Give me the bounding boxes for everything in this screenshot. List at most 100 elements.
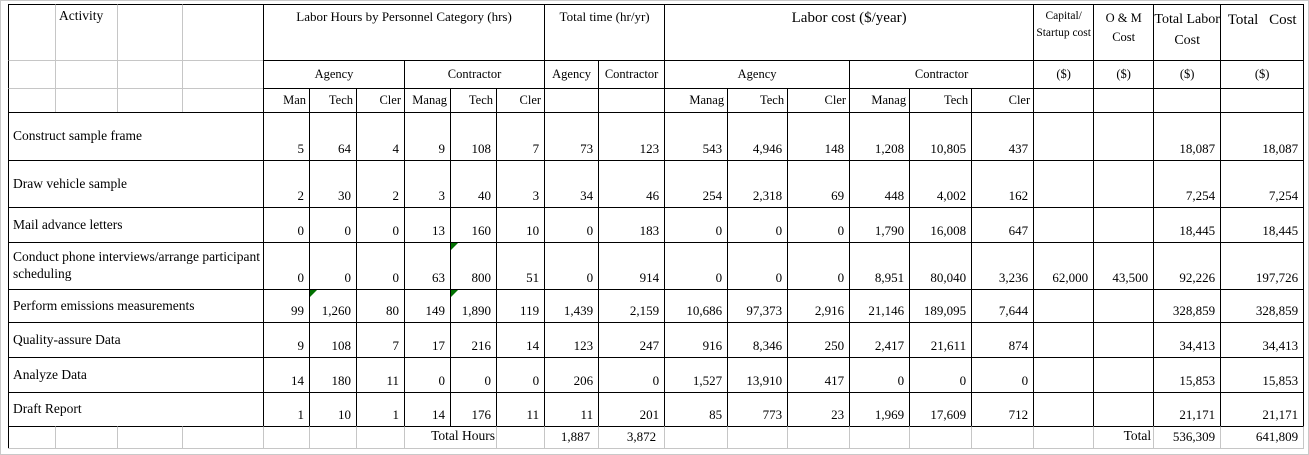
capital-cell[interactable] bbox=[1033, 112, 1094, 160]
empty-cell[interactable] bbox=[182, 88, 263, 112]
activity-cell[interactable]: Analyze Data bbox=[8, 357, 263, 392]
time-cell[interactable]: 0 bbox=[598, 357, 665, 392]
cost-cell[interactable]: 1,208 bbox=[849, 112, 910, 160]
total-contractor-hours[interactable]: 3,872 bbox=[598, 426, 665, 448]
empty-cell[interactable] bbox=[971, 426, 1034, 448]
hours-cell[interactable]: 3 bbox=[496, 160, 545, 207]
empty-cell[interactable] bbox=[1033, 426, 1094, 448]
col-agency-cler[interactable]: Cler bbox=[356, 88, 404, 112]
time-cell[interactable]: 11 bbox=[544, 392, 599, 426]
hours-cell[interactable]: 9 bbox=[404, 112, 450, 160]
col-agency-tech[interactable]: Tech bbox=[309, 88, 356, 112]
cost-cell[interactable]: 10,805 bbox=[909, 112, 972, 160]
cost-cell[interactable]: 21,611 bbox=[909, 322, 972, 357]
cost-cell[interactable]: 162 bbox=[971, 160, 1034, 207]
time-cell[interactable]: 73 bbox=[544, 112, 599, 160]
cost-cell[interactable]: 448 bbox=[849, 160, 910, 207]
total-time-header[interactable]: Total time (hr/yr) bbox=[544, 4, 665, 60]
empty-cell[interactable] bbox=[1220, 88, 1305, 112]
cost-cell[interactable]: 0 bbox=[909, 357, 972, 392]
hours-cell[interactable]: 0 bbox=[356, 242, 404, 289]
activity-cell[interactable]: Draw vehicle sample bbox=[8, 160, 263, 207]
om-cell[interactable] bbox=[1093, 289, 1154, 322]
cost-cell[interactable]: 3,236 bbox=[971, 242, 1034, 289]
empty-cell[interactable] bbox=[182, 4, 263, 60]
empty-cell[interactable] bbox=[117, 4, 182, 60]
contractor-time-col[interactable]: Contractor bbox=[598, 60, 665, 88]
time-cell[interactable]: 123 bbox=[598, 112, 665, 160]
corner-cell[interactable] bbox=[8, 4, 55, 60]
cost-cell[interactable]: 0 bbox=[727, 207, 788, 242]
empty-cell[interactable] bbox=[117, 88, 182, 112]
cost-cell[interactable]: 8,346 bbox=[727, 322, 788, 357]
empty-cell[interactable] bbox=[727, 426, 788, 448]
time-cell[interactable]: 0 bbox=[544, 242, 599, 289]
total-labor-cell[interactable]: 18,445 bbox=[1153, 207, 1221, 242]
capital-cell[interactable] bbox=[1033, 322, 1094, 357]
time-cell[interactable]: 183 bbox=[598, 207, 665, 242]
activity-cell[interactable]: Conduct phone interviews/arrange partici… bbox=[8, 242, 263, 289]
cost-cell[interactable]: 0 bbox=[849, 357, 910, 392]
total-labor-dollars[interactable]: ($) bbox=[1153, 60, 1221, 88]
total-cost-cell[interactable]: 21,171 bbox=[1220, 392, 1305, 426]
hours-cell[interactable]: 10 bbox=[496, 207, 545, 242]
empty-cell[interactable] bbox=[182, 426, 263, 448]
empty-cell[interactable] bbox=[182, 60, 263, 88]
col-contractor-cler[interactable]: Cler bbox=[496, 88, 545, 112]
hours-cell[interactable]: 216 bbox=[450, 322, 496, 357]
activity-header[interactable]: Activity bbox=[55, 4, 117, 60]
total-labor-cell[interactable]: 18,087 bbox=[1153, 112, 1221, 160]
total-cost-cell[interactable]: 34,413 bbox=[1220, 322, 1305, 357]
hours-cell[interactable]: 14 bbox=[404, 392, 450, 426]
empty-cell[interactable] bbox=[8, 88, 55, 112]
total-labor-cell[interactable]: 15,853 bbox=[1153, 357, 1221, 392]
total-cost-cell[interactable]: 328,859 bbox=[1220, 289, 1305, 322]
cost-cell[interactable]: 417 bbox=[787, 357, 850, 392]
total-hours-label[interactable]: Total Hours bbox=[404, 426, 496, 448]
empty-cell[interactable] bbox=[356, 426, 404, 448]
total-cost-dollars[interactable]: ($) bbox=[1220, 60, 1305, 88]
total-cost-cell[interactable]: 18,445 bbox=[1220, 207, 1305, 242]
cost-cell[interactable]: 0 bbox=[727, 242, 788, 289]
activity-cell[interactable]: Mail advance letters bbox=[8, 207, 263, 242]
time-cell[interactable]: 914 bbox=[598, 242, 665, 289]
cost-cell[interactable]: 916 bbox=[664, 322, 728, 357]
hours-cell[interactable]: 1,260 bbox=[309, 289, 356, 322]
hours-cell[interactable]: 11 bbox=[356, 357, 404, 392]
time-cell[interactable]: 34 bbox=[544, 160, 599, 207]
hours-cell[interactable]: 99 bbox=[263, 289, 309, 322]
hours-cell[interactable]: 0 bbox=[309, 207, 356, 242]
empty-cell[interactable] bbox=[55, 60, 117, 88]
total-cost-cell[interactable]: 15,853 bbox=[1220, 357, 1305, 392]
cost-cell[interactable]: 16,008 bbox=[909, 207, 972, 242]
hours-cell[interactable]: 0 bbox=[404, 357, 450, 392]
hours-cell[interactable]: 80 bbox=[356, 289, 404, 322]
total-agency-hours[interactable]: 1,887 bbox=[544, 426, 599, 448]
agency-cost-group[interactable]: Agency bbox=[664, 60, 850, 88]
hours-cell[interactable]: 5 bbox=[263, 112, 309, 160]
empty-cell[interactable] bbox=[263, 426, 309, 448]
cost-cell[interactable]: 23 bbox=[787, 392, 850, 426]
time-cell[interactable]: 201 bbox=[598, 392, 665, 426]
capital-cell[interactable] bbox=[1033, 392, 1094, 426]
col-cost-contractor-tech[interactable]: Tech bbox=[909, 88, 972, 112]
cost-cell[interactable]: 250 bbox=[787, 322, 850, 357]
cost-cell[interactable]: 2,417 bbox=[849, 322, 910, 357]
hours-cell[interactable]: 149 bbox=[404, 289, 450, 322]
total-labor-cell[interactable]: 7,254 bbox=[1153, 160, 1221, 207]
cost-cell[interactable]: 1,969 bbox=[849, 392, 910, 426]
empty-cell[interactable] bbox=[496, 426, 545, 448]
om-cell[interactable] bbox=[1093, 392, 1154, 426]
agency-time-col[interactable]: Agency bbox=[544, 60, 599, 88]
col-cost-agency-cler[interactable]: Cler bbox=[787, 88, 850, 112]
hours-cell[interactable]: 17 bbox=[404, 322, 450, 357]
empty-cell[interactable] bbox=[909, 426, 972, 448]
time-cell[interactable]: 2,159 bbox=[598, 289, 665, 322]
empty-cell[interactable] bbox=[664, 426, 728, 448]
hours-cell[interactable]: 0 bbox=[356, 207, 404, 242]
cost-cell[interactable]: 0 bbox=[664, 207, 728, 242]
cost-cell[interactable]: 0 bbox=[664, 242, 728, 289]
labor-cost-header[interactable]: Labor cost ($/year) bbox=[664, 4, 1034, 60]
capital-dollars[interactable]: ($) bbox=[1033, 60, 1094, 88]
total-labor-cell[interactable]: 92,226 bbox=[1153, 242, 1221, 289]
